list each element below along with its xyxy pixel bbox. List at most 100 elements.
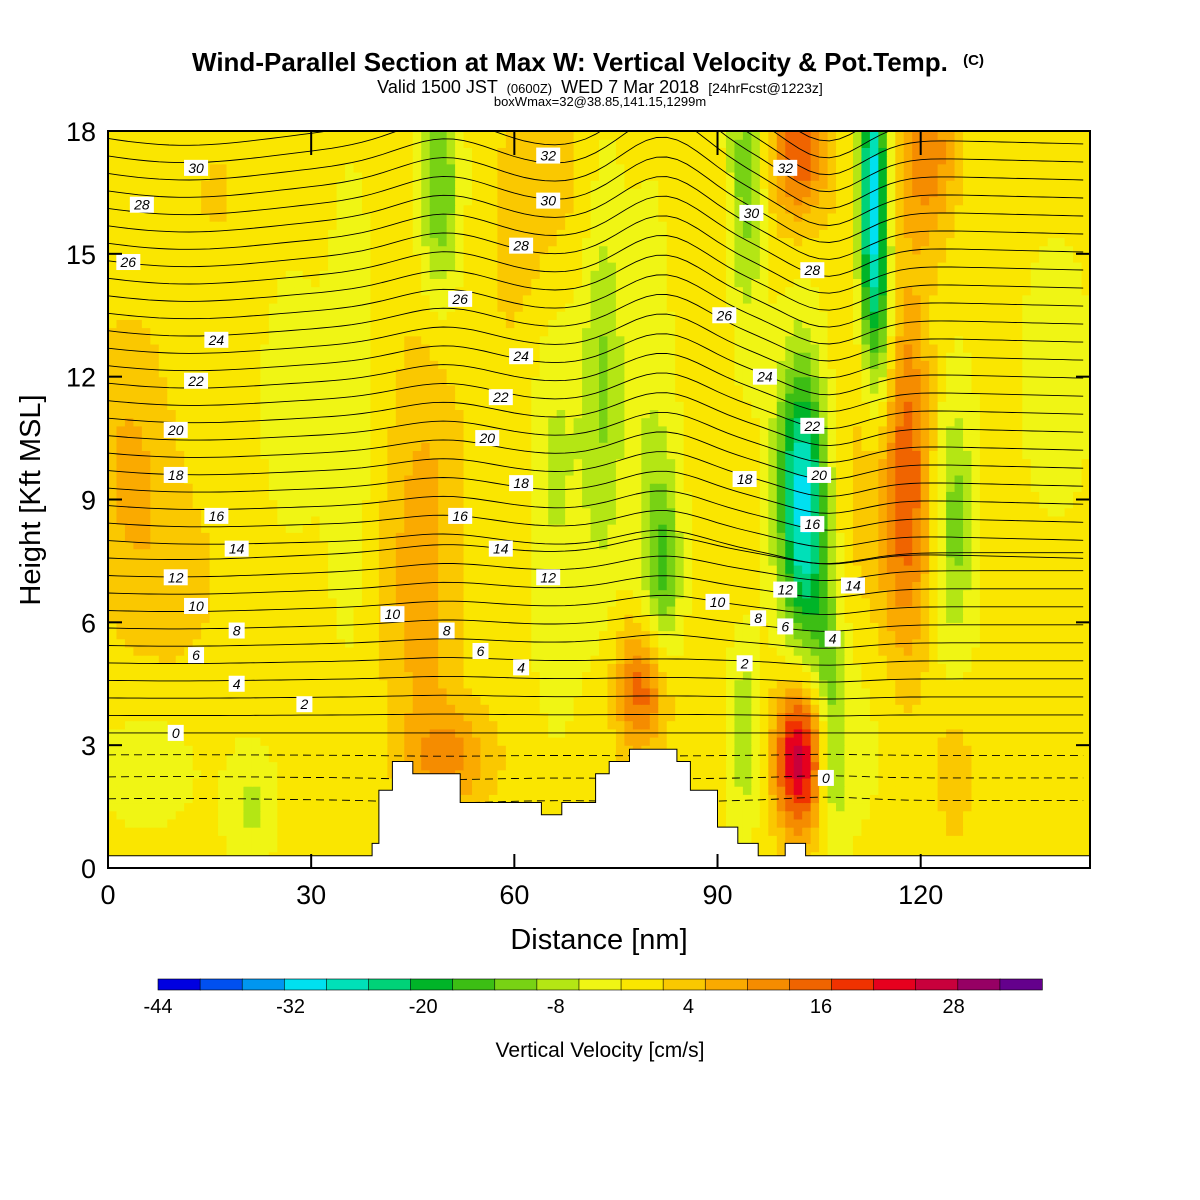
x-tick-label: 90	[702, 880, 732, 910]
colorbar: -44 -32 -20 -8 4 16 28	[144, 979, 1043, 1018]
contour-label: 30	[184, 160, 208, 176]
contour-label-text: 28	[133, 197, 150, 213]
contour-label: 2	[296, 696, 312, 712]
y-tick-label: 0	[81, 854, 96, 884]
contour-label: 4	[229, 676, 245, 692]
contour-label: 32	[536, 148, 560, 164]
contour-label: 4	[513, 659, 529, 675]
x-tick-label: 60	[499, 880, 529, 910]
colorbar-tick-label: -20	[409, 996, 438, 1018]
contour-label-text: 10	[188, 598, 204, 614]
x-tick-label: 0	[100, 880, 115, 910]
contour-label-text: 30	[744, 205, 760, 221]
colorbar-tick-label: 28	[942, 996, 964, 1018]
contour-label-text: 0	[172, 725, 180, 741]
contour-label: 4	[825, 631, 841, 647]
y-tick-label: 9	[81, 486, 96, 516]
contour-label-text: 4	[233, 676, 241, 692]
y-tick-label: 6	[81, 608, 96, 638]
contour-label: 2	[737, 655, 753, 671]
contour-label: 14	[225, 541, 249, 557]
contour-label: 6	[188, 647, 204, 663]
contour-label: 18	[509, 475, 533, 491]
contour-label-text: 12	[777, 582, 793, 598]
contour-label: 26	[116, 254, 140, 270]
contour-label: 20	[475, 430, 499, 446]
valid-time: Valid 1500 JST	[377, 77, 498, 97]
contour-label: 10	[706, 594, 730, 610]
contour-label-text: 18	[168, 467, 184, 483]
contour-label: 12	[536, 569, 560, 585]
contour-label-text: 18	[513, 475, 529, 491]
contour-label: 26	[712, 307, 736, 323]
forecast-info: [24hrFcst@1223z]	[708, 80, 823, 96]
colorbar-swatch	[747, 979, 790, 990]
contour-label: 16	[800, 516, 824, 532]
x-tick-label: 120	[898, 880, 943, 910]
y-tick-label: 18	[66, 117, 96, 147]
chart-title-text: Wind-Parallel Section at Max W: Vertical…	[192, 47, 948, 77]
contour-label-text: 8	[443, 623, 451, 639]
contour-label-text: 16	[452, 508, 468, 524]
colorbar-swatch	[242, 979, 285, 990]
contour-label: 12	[773, 582, 797, 598]
contour-label: 22	[489, 389, 513, 405]
contour-label-text: 12	[168, 569, 184, 585]
contour-label: 30	[739, 205, 763, 221]
contour-label: 8	[750, 610, 766, 626]
colorbar-swatch	[537, 979, 580, 990]
colorbar-swatch	[874, 979, 917, 990]
contour-label-text: 12	[540, 569, 556, 585]
contour-label-text: 14	[845, 577, 861, 593]
contour-label: 14	[489, 541, 513, 557]
contour-label-text: 30	[540, 193, 556, 209]
contour-label: 32	[773, 160, 797, 176]
contour-label-text: 24	[756, 369, 773, 385]
contour-label-text: 22	[187, 373, 204, 389]
x-axis-label: Distance [nm]	[510, 924, 687, 956]
contour-label-text: 32	[540, 148, 556, 164]
contour-label: 22	[800, 418, 824, 434]
colorbar-swatch	[621, 979, 664, 990]
contour-label: 28	[800, 262, 824, 278]
contour-label: 20	[807, 467, 831, 483]
colorbar-tick-label: 4	[683, 996, 694, 1018]
contour-label: 28	[130, 197, 154, 213]
contour-label-text: 6	[781, 618, 789, 634]
chart-figure: Wind-Parallel Section at Max W: Vertical…	[0, 0, 1200, 1200]
contour-label: 12	[164, 569, 188, 585]
contour-label-text: 18	[737, 471, 753, 487]
y-axis-label: Height [Kft MSL]	[15, 394, 47, 605]
contour-label-text: 14	[493, 541, 509, 557]
contour-label: 16	[204, 508, 228, 524]
contour-label-text: 2	[300, 696, 309, 712]
contour-label: 18	[733, 471, 757, 487]
velocity-field	[108, 131, 1091, 869]
contour-label-text: 30	[188, 160, 204, 176]
contour-label: 6	[472, 643, 488, 659]
colorbar-tick-label: -8	[547, 996, 565, 1018]
colorbar-label: Vertical Velocity [cm/s]	[496, 1039, 705, 1062]
contour-label: 26	[448, 291, 472, 307]
colorbar-swatch	[495, 979, 538, 990]
contour-label: 8	[229, 623, 245, 639]
contour-label: 24	[753, 369, 777, 385]
colorbar-swatch	[1000, 979, 1043, 990]
chart-title-unit: (C)	[963, 52, 984, 69]
colorbar-swatch	[958, 979, 1001, 990]
contour-label-text: 24	[208, 332, 225, 348]
contour-label: 0	[818, 770, 834, 786]
contour-label-text: 22	[492, 389, 509, 405]
colorbar-swatch	[916, 979, 959, 990]
contour-label: 20	[164, 422, 188, 438]
colorbar-swatch	[368, 979, 411, 990]
contour-label-text: 20	[167, 422, 184, 438]
contour-label: 30	[536, 193, 560, 209]
contour-label-text: 26	[451, 291, 468, 307]
contour-label-text: 16	[209, 508, 225, 524]
contour-label-text: 4	[829, 631, 837, 647]
contour-label-text: 10	[710, 594, 726, 610]
colorbar-swatch	[411, 979, 454, 990]
contour-label-text: 26	[716, 307, 733, 323]
contour-label-text: 22	[804, 418, 821, 434]
